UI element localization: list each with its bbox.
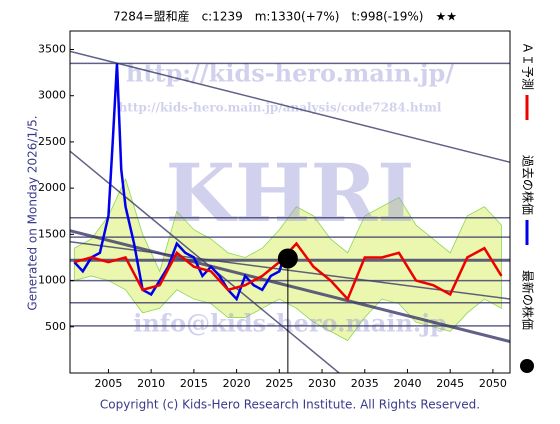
latest-price: [277, 248, 298, 269]
trend-line: [70, 50, 510, 163]
x-tick-label: 2025: [265, 377, 293, 390]
y-tick-label: 3000: [38, 89, 66, 102]
price-line: [73, 63, 285, 302]
trend-line: [70, 150, 340, 373]
legend-label: 過去の株価: [521, 155, 536, 215]
x-tick-label: 2035: [351, 377, 379, 390]
trend-line: [70, 229, 510, 344]
y-tick-label: 3500: [38, 42, 66, 55]
y-tick-label: 2000: [38, 181, 66, 194]
legend-label: ＡＩ予測: [521, 42, 535, 90]
chart-title: 7284=盟和産 c:1239 m:1330(+7%) t:998(-19%) …: [113, 9, 457, 24]
y-tick-label: 1000: [38, 274, 66, 287]
trend-line: [70, 241, 510, 300]
x-tick-label: 2040: [393, 377, 421, 390]
x-tick-label: 2030: [308, 377, 336, 390]
y-tick-label: 2500: [38, 135, 66, 148]
watermark: http://kids-hero.main.jp/analysis/code72…: [119, 101, 442, 115]
x-tick-label: 2020: [223, 377, 251, 390]
y-tick-label: 500: [45, 320, 66, 333]
legend-label: 最新の株価: [521, 270, 536, 330]
side-label: Generated on Monday 2026/1/5.: [26, 115, 40, 310]
x-tick-label: 2045: [436, 377, 464, 390]
x-tick-label: 2015: [180, 377, 208, 390]
x-tick-label: 2050: [479, 377, 507, 390]
x-tick-label: 2010: [137, 377, 165, 390]
footer: Copyright (c) Kids-Hero Research Institu…: [100, 398, 480, 412]
plot-area: http://kids-hero.main.jp/http://kids-her…: [70, 50, 510, 373]
watermark: KHRI: [165, 146, 414, 240]
plot-frame: [69, 30, 511, 374]
x-tick-label: 2005: [94, 377, 122, 390]
legend-swatch: [520, 359, 534, 373]
y-tick-label: 1500: [38, 227, 66, 240]
